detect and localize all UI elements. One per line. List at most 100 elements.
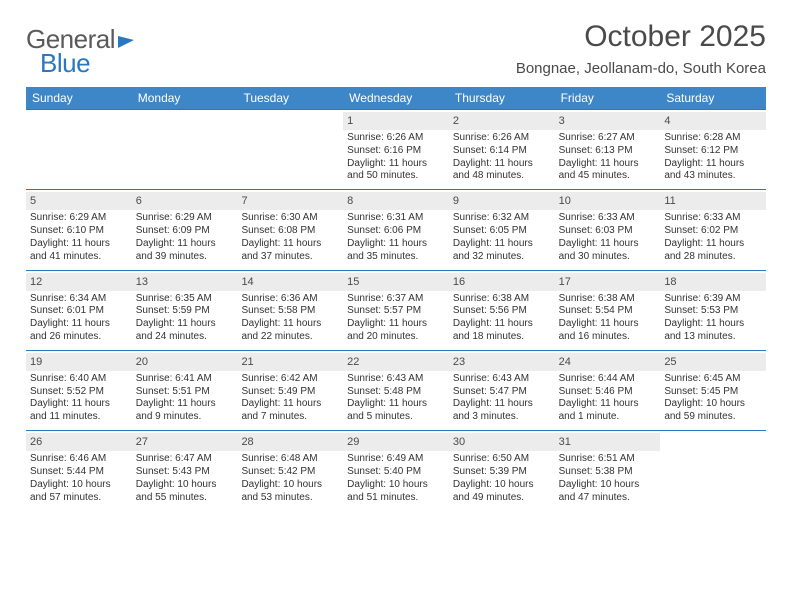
day-number: 10 [555,192,661,210]
daylight-text: Daylight: 11 hours and 48 minutes. [453,158,551,184]
dayheader-friday: Friday [555,87,661,109]
calendar-cell: 23Sunrise: 6:43 AMSunset: 5:47 PMDayligh… [449,351,555,430]
sunrise-text: Sunrise: 6:45 AM [664,373,762,386]
sunrise-text: Sunrise: 6:27 AM [559,132,657,145]
calendar-week: 26Sunrise: 6:46 AMSunset: 5:44 PMDayligh… [26,430,766,510]
sunrise-text: Sunrise: 6:43 AM [453,373,551,386]
daylight-text: Daylight: 11 hours and 7 minutes. [241,398,339,424]
sunset-text: Sunset: 5:42 PM [241,466,339,479]
sunrise-text: Sunrise: 6:32 AM [453,212,551,225]
calendar-cell-empty [26,110,132,189]
sunset-text: Sunset: 5:53 PM [664,305,762,318]
calendar-cell: 31Sunrise: 6:51 AMSunset: 5:38 PMDayligh… [555,431,661,510]
sunset-text: Sunset: 6:10 PM [30,225,128,238]
calendar-cell: 25Sunrise: 6:45 AMSunset: 5:45 PMDayligh… [660,351,766,430]
day-number: 21 [237,353,343,371]
calendar-cell: 18Sunrise: 6:39 AMSunset: 5:53 PMDayligh… [660,271,766,350]
calendar-cell: 9Sunrise: 6:32 AMSunset: 6:05 PMDaylight… [449,190,555,269]
day-number: 18 [660,273,766,291]
day-number: 17 [555,273,661,291]
daylight-text: Daylight: 11 hours and 32 minutes. [453,238,551,264]
dayheader-tuesday: Tuesday [237,87,343,109]
daylight-text: Daylight: 11 hours and 26 minutes. [30,318,128,344]
calendar-cell: 10Sunrise: 6:33 AMSunset: 6:03 PMDayligh… [555,190,661,269]
daylight-text: Daylight: 10 hours and 53 minutes. [241,479,339,505]
daylight-text: Daylight: 10 hours and 59 minutes. [664,398,762,424]
sunset-text: Sunset: 6:13 PM [559,145,657,158]
sunset-text: Sunset: 5:46 PM [559,386,657,399]
logo-blue-line: Blue [40,48,90,79]
day-number: 23 [449,353,555,371]
day-number: 8 [343,192,449,210]
sunrise-text: Sunrise: 6:33 AM [664,212,762,225]
day-number: 15 [343,273,449,291]
sunrise-text: Sunrise: 6:30 AM [241,212,339,225]
sunrise-text: Sunrise: 6:29 AM [136,212,234,225]
sunset-text: Sunset: 5:45 PM [664,386,762,399]
daylight-text: Daylight: 11 hours and 28 minutes. [664,238,762,264]
day-number: 28 [237,433,343,451]
sunset-text: Sunset: 6:03 PM [559,225,657,238]
sunset-text: Sunset: 5:57 PM [347,305,445,318]
daylight-text: Daylight: 11 hours and 39 minutes. [136,238,234,264]
calendar-week: 1Sunrise: 6:26 AMSunset: 6:16 PMDaylight… [26,109,766,189]
day-number: 29 [343,433,449,451]
daylight-text: Daylight: 11 hours and 20 minutes. [347,318,445,344]
sunrise-text: Sunrise: 6:50 AM [453,453,551,466]
sunset-text: Sunset: 6:09 PM [136,225,234,238]
day-number: 4 [660,112,766,130]
sunset-text: Sunset: 5:43 PM [136,466,234,479]
calendar-cell-empty [660,431,766,510]
sunset-text: Sunset: 6:01 PM [30,305,128,318]
calendar-cell: 12Sunrise: 6:34 AMSunset: 6:01 PMDayligh… [26,271,132,350]
calendar-week: 5Sunrise: 6:29 AMSunset: 6:10 PMDaylight… [26,189,766,269]
calendar-cell: 22Sunrise: 6:43 AMSunset: 5:48 PMDayligh… [343,351,449,430]
daylight-text: Daylight: 11 hours and 43 minutes. [664,158,762,184]
day-number: 14 [237,273,343,291]
sunrise-text: Sunrise: 6:46 AM [30,453,128,466]
dayheader-monday: Monday [132,87,238,109]
sunrise-text: Sunrise: 6:44 AM [559,373,657,386]
dayheader-sunday: Sunday [26,87,132,109]
sunrise-text: Sunrise: 6:47 AM [136,453,234,466]
day-number: 20 [132,353,238,371]
calendar-cell: 5Sunrise: 6:29 AMSunset: 6:10 PMDaylight… [26,190,132,269]
dayheader-wednesday: Wednesday [343,87,449,109]
sunrise-text: Sunrise: 6:43 AM [347,373,445,386]
sunset-text: Sunset: 5:40 PM [347,466,445,479]
page: General October 2025 Bongnae, Jeollanam-… [0,0,792,530]
daylight-text: Daylight: 10 hours and 55 minutes. [136,479,234,505]
calendar-cell: 26Sunrise: 6:46 AMSunset: 5:44 PMDayligh… [26,431,132,510]
sunset-text: Sunset: 6:16 PM [347,145,445,158]
daylight-text: Daylight: 11 hours and 37 minutes. [241,238,339,264]
sunrise-text: Sunrise: 6:28 AM [664,132,762,145]
sunset-text: Sunset: 6:12 PM [664,145,762,158]
day-number: 7 [237,192,343,210]
daylight-text: Daylight: 11 hours and 5 minutes. [347,398,445,424]
sunrise-text: Sunrise: 6:41 AM [136,373,234,386]
sunrise-text: Sunrise: 6:51 AM [559,453,657,466]
calendar-cell: 19Sunrise: 6:40 AMSunset: 5:52 PMDayligh… [26,351,132,430]
sunset-text: Sunset: 5:54 PM [559,305,657,318]
calendar-cell: 7Sunrise: 6:30 AMSunset: 6:08 PMDaylight… [237,190,343,269]
sunset-text: Sunset: 6:05 PM [453,225,551,238]
day-number: 30 [449,433,555,451]
sunrise-text: Sunrise: 6:26 AM [347,132,445,145]
day-number: 2 [449,112,555,130]
sunset-text: Sunset: 5:51 PM [136,386,234,399]
day-number: 1 [343,112,449,130]
daylight-text: Daylight: 10 hours and 57 minutes. [30,479,128,505]
daylight-text: Daylight: 11 hours and 22 minutes. [241,318,339,344]
month-title: October 2025 [516,20,766,54]
calendar-cell: 21Sunrise: 6:42 AMSunset: 5:49 PMDayligh… [237,351,343,430]
daylight-text: Daylight: 11 hours and 18 minutes. [453,318,551,344]
sunset-text: Sunset: 5:59 PM [136,305,234,318]
sunrise-text: Sunrise: 6:37 AM [347,293,445,306]
title-block: October 2025 Bongnae, Jeollanam-do, Sout… [516,20,766,77]
day-number: 12 [26,273,132,291]
calendar-body: 1Sunrise: 6:26 AMSunset: 6:16 PMDaylight… [26,109,766,510]
calendar-cell: 14Sunrise: 6:36 AMSunset: 5:58 PMDayligh… [237,271,343,350]
daylight-text: Daylight: 10 hours and 49 minutes. [453,479,551,505]
sunrise-text: Sunrise: 6:26 AM [453,132,551,145]
calendar: Sunday Monday Tuesday Wednesday Thursday… [26,87,766,510]
